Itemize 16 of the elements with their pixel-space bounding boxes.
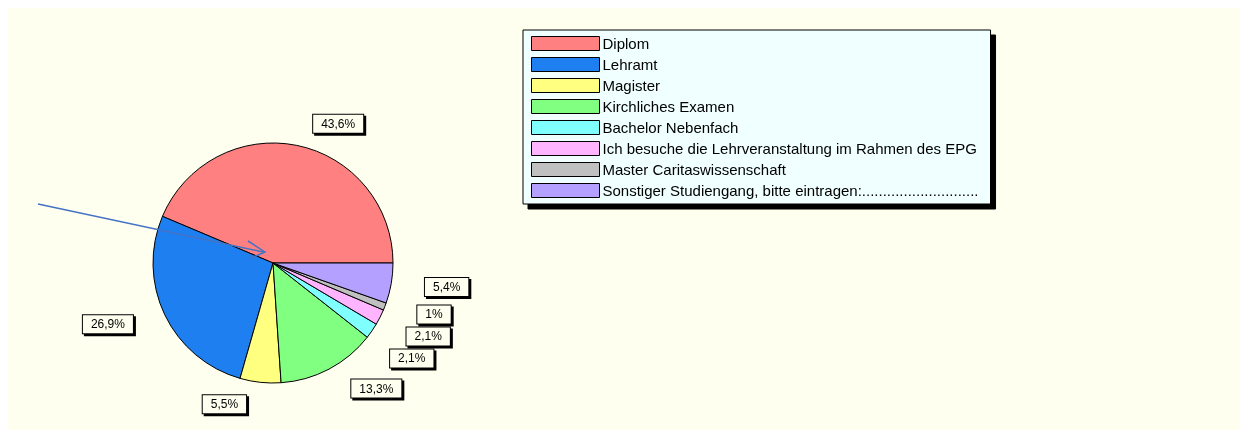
legend-label: Magister bbox=[602, 77, 661, 94]
data-label: 2,1% bbox=[414, 329, 443, 344]
data-label: 1% bbox=[425, 307, 444, 322]
legend-label: Ich besuche die Lehrveranstaltung im Rahmen des EPG bbox=[602, 140, 977, 157]
legend-label: Kirchliches Examen bbox=[602, 98, 735, 115]
legend-label: Sonstiger Studiengang, bitte eintragen:............................ bbox=[602, 182, 979, 199]
data-label: 43,6% bbox=[321, 116, 356, 131]
data-label: 5,5% bbox=[210, 397, 239, 412]
data-label: 13,3% bbox=[359, 381, 394, 396]
data-label: 26,9% bbox=[90, 317, 126, 332]
data-label: 5,4% bbox=[432, 280, 461, 294]
legend-label: Diplom bbox=[602, 35, 650, 52]
legend-label: Master Caritaswissenschaft bbox=[602, 161, 787, 178]
data-label: 2,1% bbox=[398, 351, 426, 366]
legend-label: Bachelor Nebenfach bbox=[602, 119, 739, 136]
legend-label: Lehramt bbox=[602, 56, 659, 73]
